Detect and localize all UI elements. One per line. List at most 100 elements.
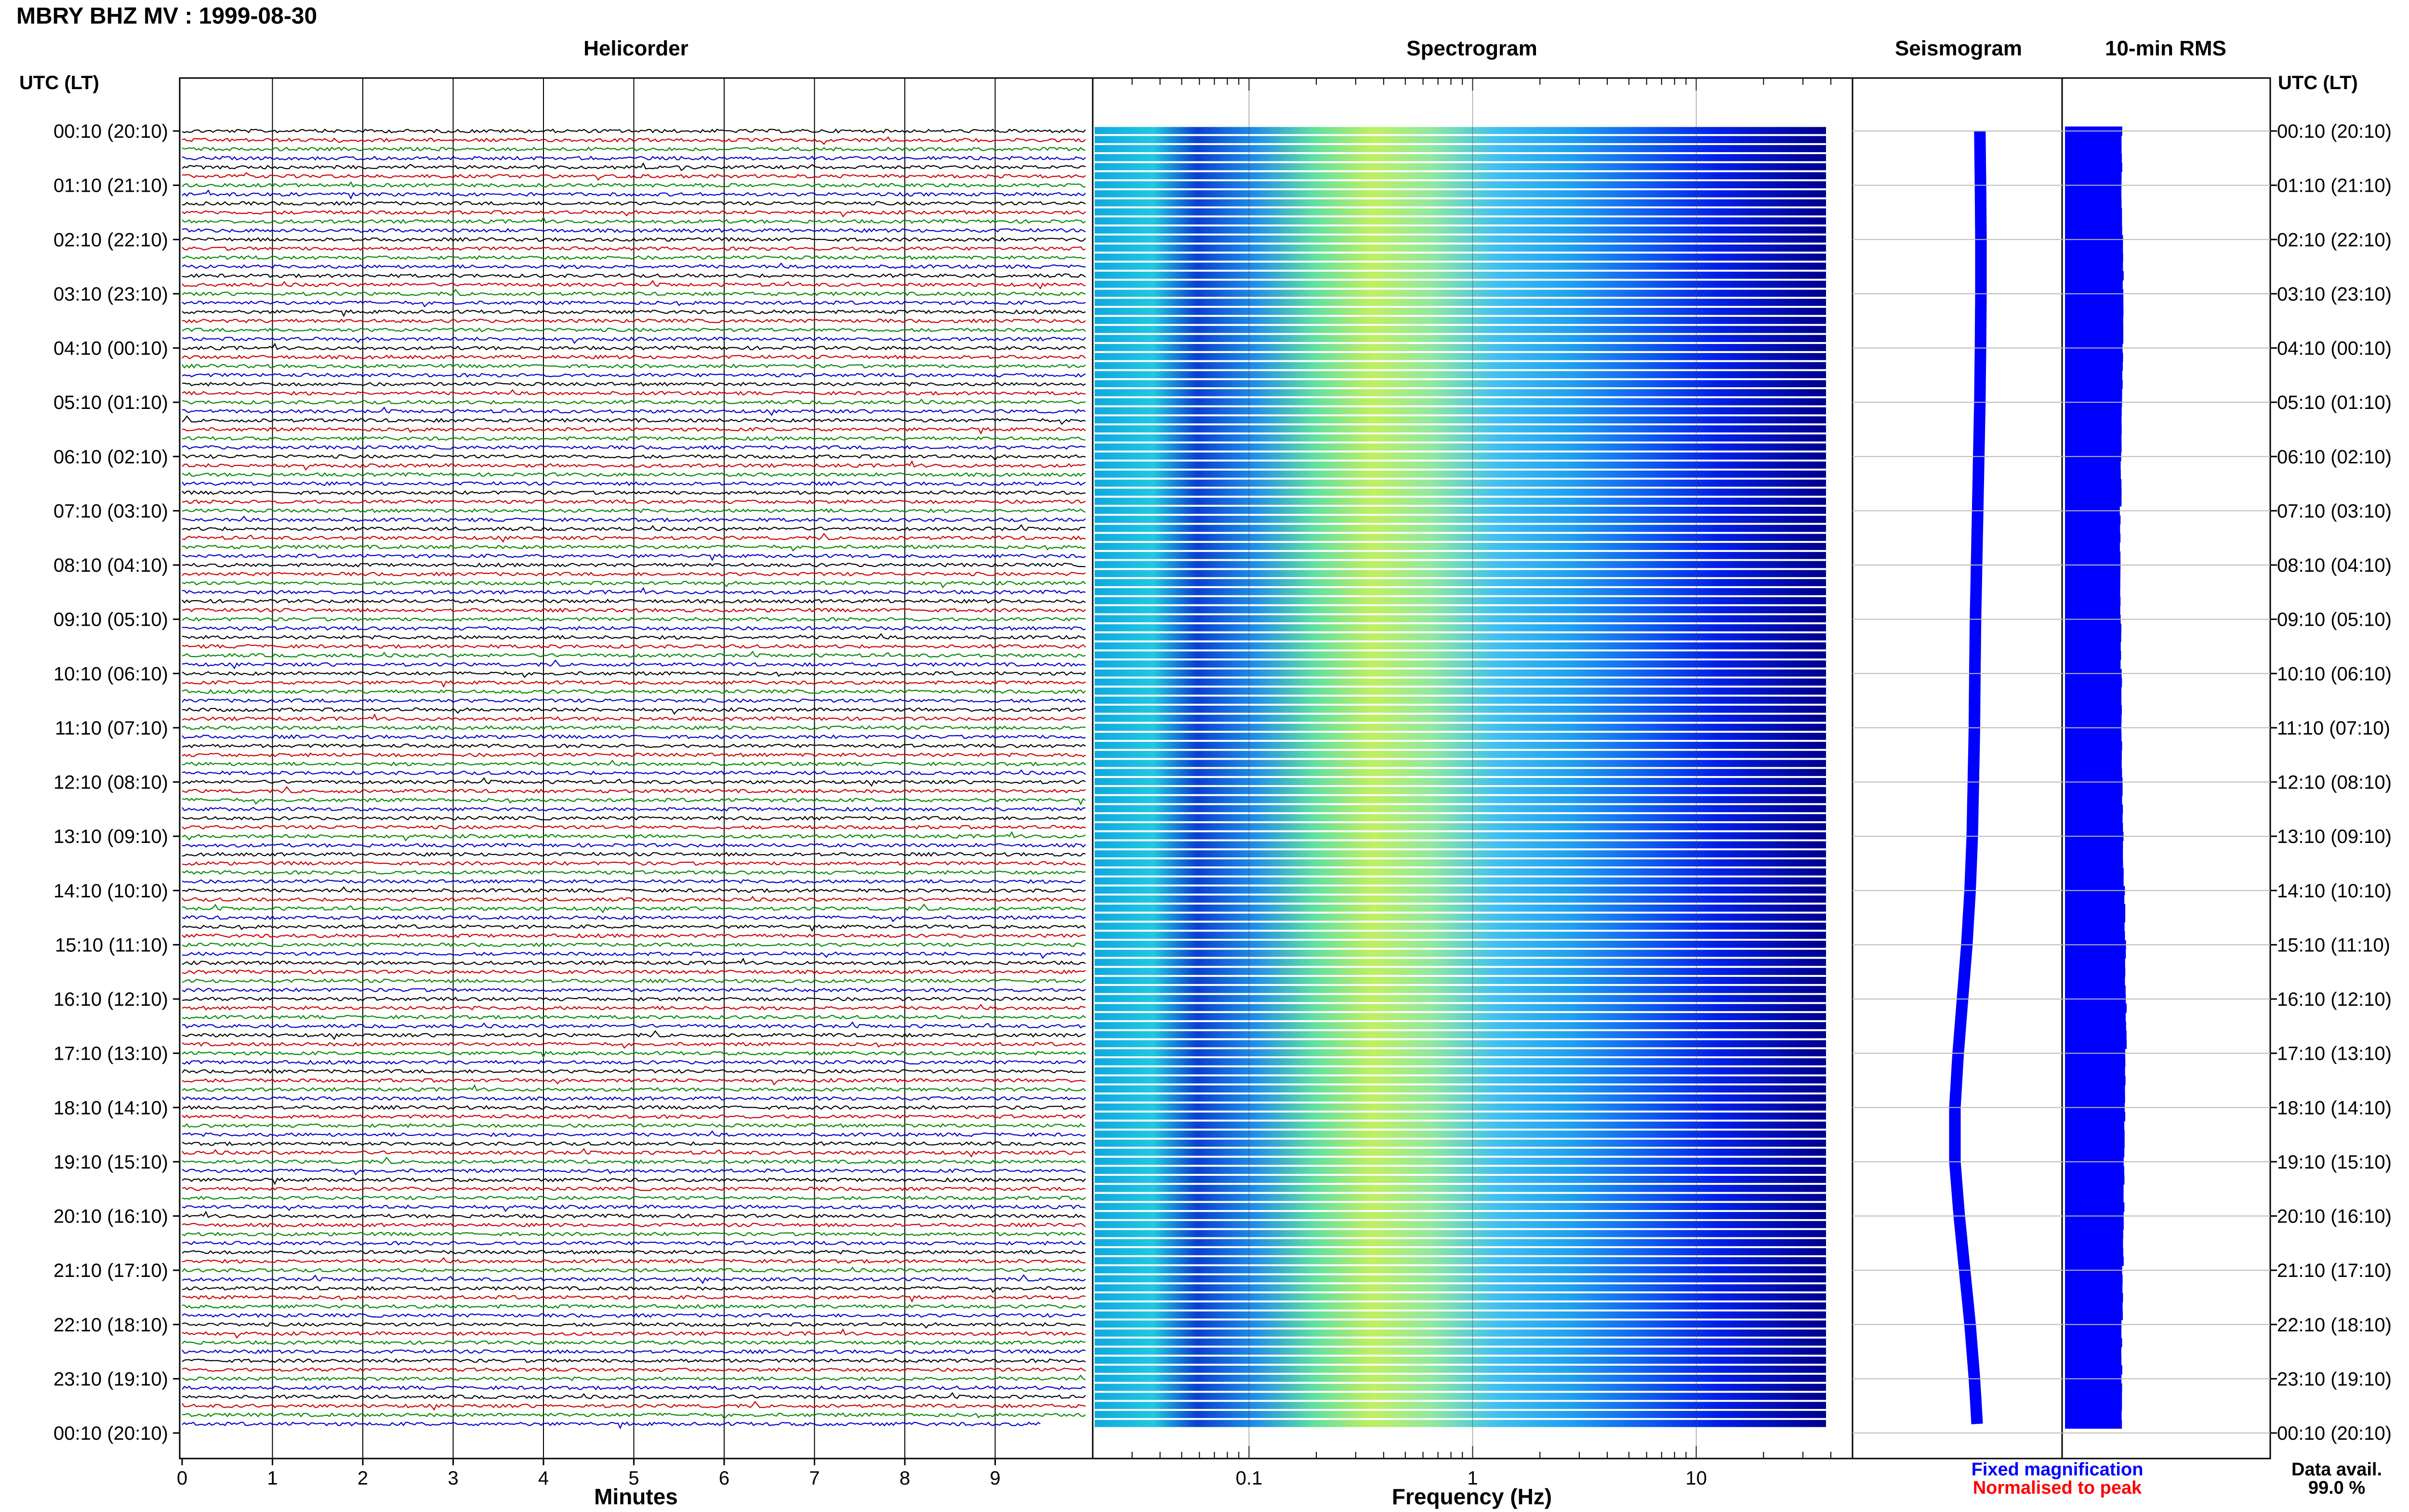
utc-tick-label: 17:10 (13:10) (53, 1043, 168, 1065)
spectrogram-row (1095, 977, 1826, 984)
rms-bar (2065, 741, 2122, 751)
helicorder-trace (182, 237, 1086, 242)
minute-tick-label: 4 (538, 1468, 549, 1489)
spectrogram-row (1095, 1131, 1826, 1138)
spectrogram-row (1095, 904, 1826, 912)
rms-bar (2065, 307, 2124, 317)
rms-bar (2065, 985, 2126, 995)
helicorder-trace (182, 1257, 1085, 1264)
rms-title: 10-min RMS (2105, 37, 2226, 60)
helicorder-trace (182, 1014, 1086, 1020)
helicorder-title: Helicorder (583, 37, 688, 60)
utc-tick-label: 19:10 (15:10) (2277, 1152, 2392, 1173)
spectrogram-row (1095, 1184, 1826, 1192)
helicorder-trace (182, 996, 1086, 1002)
spectrogram-row (1095, 443, 1826, 451)
rms-bar (2065, 370, 2122, 380)
spectrogram-row (1095, 660, 1826, 668)
spectrogram-row (1095, 190, 1826, 197)
rms-bar (2065, 425, 2122, 434)
helicorder-trace (182, 508, 1086, 513)
helicorder-trace (182, 587, 1086, 595)
rms-bar (2065, 244, 2123, 253)
spectrogram-row (1095, 796, 1826, 803)
helicorder-trace (182, 389, 1086, 396)
spectrogram-row (1095, 452, 1826, 460)
helicorder-trace (182, 626, 1086, 631)
helicorder-trace (182, 1232, 1086, 1237)
rms-bar (2065, 217, 2122, 226)
rms-bar (2065, 271, 2124, 281)
helicorder-trace (182, 743, 1086, 749)
spectrogram-row (1095, 1076, 1826, 1084)
spectrogram-row (1095, 1167, 1826, 1174)
spectrogram-row (1095, 1103, 1826, 1111)
utc-tick-label: 13:10 (09:10) (53, 826, 168, 847)
rms-bar (2065, 642, 2121, 651)
spectrogram-row (1095, 940, 1826, 948)
helicorder-trace (182, 1322, 1086, 1329)
helicorder-trace (182, 363, 1086, 369)
spectrogram-row (1095, 479, 1826, 487)
rms-bar (2065, 949, 2126, 959)
spectrogram-row (1095, 506, 1826, 514)
spectrogram-row (1095, 326, 1826, 333)
legend-fixed-magnification: Fixed magnification (1971, 1459, 2144, 1480)
data-availability-value: 99.0 % (2308, 1478, 2366, 1498)
spectrogram-row (1095, 398, 1826, 406)
rms-bar (2065, 1030, 2127, 1040)
spectrogram-row (1095, 742, 1826, 749)
rms-bar (2065, 687, 2122, 697)
spectrogram-row (1095, 1212, 1826, 1219)
seismogram-title: Seismogram (1894, 37, 2023, 60)
rms-bar (2065, 768, 2122, 778)
rms-bar (2065, 895, 2125, 905)
helicorder-trace (182, 460, 1086, 471)
helicorder-trace (182, 861, 1086, 866)
helicorder-trace (182, 825, 1086, 830)
rms-bar (2065, 1076, 2126, 1085)
helicorder-trace (182, 533, 1086, 543)
utc-tick-label: 13:10 (09:10) (2277, 826, 2392, 847)
helicorder-trace (182, 1105, 1086, 1110)
spectrogram-row (1095, 615, 1826, 623)
helicorder-trace (182, 879, 1086, 884)
helicorder-trace (182, 1401, 1086, 1411)
spectrogram-row (1095, 1356, 1826, 1364)
seismogram-plot (1853, 131, 2062, 1433)
helicorder-trace (182, 289, 1086, 296)
spectrogram-row (1095, 389, 1826, 396)
spectrogram-row (1095, 1374, 1826, 1382)
rms-bar (2065, 334, 2124, 344)
helicorder-trace (182, 1186, 1086, 1192)
helicorder-trace (182, 309, 1086, 317)
rms-bar (2065, 579, 2120, 588)
rms-bar (2065, 750, 2122, 760)
helicorder-trace (182, 300, 1086, 308)
rms-bar (2065, 632, 2121, 643)
helicorder-trace (182, 1266, 1086, 1273)
spectrogram-row (1095, 850, 1826, 858)
utc-tick-label: 15:10 (11:10) (55, 934, 168, 956)
rms-bar (2065, 822, 2123, 832)
spectrogram-row (1095, 606, 1826, 614)
helicorder-trace (182, 852, 1086, 857)
spectrogram-row (1095, 1176, 1826, 1183)
rms-bar (2065, 1021, 2126, 1031)
spectrogram-row (1095, 1275, 1826, 1283)
helicorder-trace (182, 734, 1086, 739)
helicorder-trace (182, 201, 1086, 206)
spectrogram-row (1095, 859, 1826, 867)
rms-bar (2065, 1148, 2125, 1157)
helicorder-trace (182, 1204, 1086, 1212)
helicorder-trace (182, 725, 1086, 730)
spectrogram-row (1095, 163, 1826, 171)
rms-bar (2065, 859, 2123, 868)
helicorder-trace (182, 1412, 1086, 1420)
spectrogram-row (1095, 1366, 1826, 1373)
helicorder-trace (182, 1069, 1086, 1074)
rms-bar (2065, 587, 2120, 597)
spectrogram-row (1095, 1393, 1826, 1400)
utc-tick-label: 16:10 (12:10) (2277, 989, 2392, 1010)
helicorder-trace (182, 481, 1086, 486)
